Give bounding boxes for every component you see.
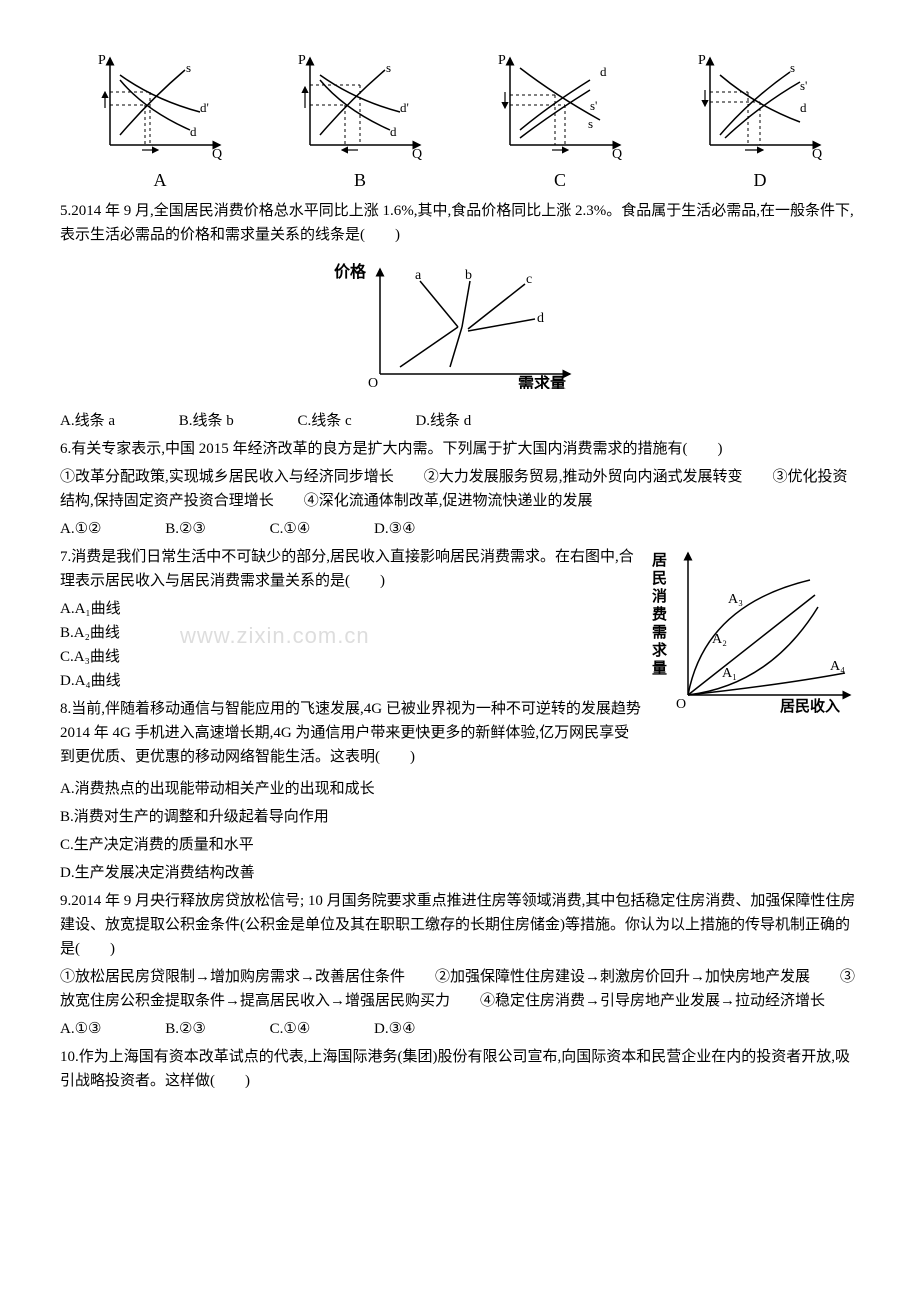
- svg-text:O: O: [676, 697, 686, 712]
- svg-text:P: P: [698, 53, 706, 68]
- q6-opt-d: D.③④: [374, 517, 415, 541]
- q5-opt-b: B.线条 b: [179, 409, 234, 433]
- diagram-d-svg: P Q s s' d: [690, 50, 830, 160]
- q7-ylabel: 居: [652, 552, 667, 569]
- q8-opt-c: C.生产决定消费的质量和水平: [60, 833, 860, 857]
- svg-text:d: d: [390, 124, 397, 139]
- q8-opt-d: D.生产发展决定消费结构改善: [60, 861, 860, 885]
- svg-text:d': d': [400, 100, 409, 115]
- diagram-letter-c: C: [490, 166, 630, 195]
- svg-text:A₁: A₁: [722, 666, 737, 681]
- diagram-d: P Q s s' d D: [690, 50, 830, 195]
- q6-opt-b: B.②③: [165, 517, 206, 541]
- svg-text:Q: Q: [812, 147, 822, 160]
- svg-text:需: 需: [652, 623, 667, 641]
- svg-text:d': d': [200, 100, 209, 115]
- q8-opt-a: A.消费热点的出现能带动相关产业的出现和成长: [60, 777, 860, 801]
- q9-opt-c: C.①④: [270, 1017, 311, 1041]
- q7-opt-c: C.A₃曲线: [60, 645, 444, 669]
- diagram-a: P Q s d' d A: [90, 50, 230, 195]
- diagram-c-svg: P Q d s' s: [490, 50, 630, 160]
- svg-text:费: 费: [652, 605, 667, 623]
- svg-text:Q: Q: [412, 147, 422, 160]
- q7-block: 居 民 消 费 需 求 量 居民收入 O A₃ A₂ A₁ A₄ 7.消费是我们…: [60, 545, 860, 693]
- q5-stem: 5.2014 年 9 月,全国居民消费价格总水平同比上涨 1.6%,其中,食品价…: [60, 199, 860, 247]
- q9-stem: 9.2014 年 9 月央行释放房贷放松信号; 10 月国务院要求重点推进住房等…: [60, 889, 860, 961]
- q5-opt-c: C.线条 c: [298, 409, 352, 433]
- q7-opt-d: D.A₄曲线: [60, 669, 444, 693]
- svg-text:d: d: [537, 311, 544, 326]
- svg-text:s: s: [386, 60, 391, 75]
- q6-stem: 6.有关专家表示,中国 2015 年经济改革的良方是扩大内需。下列属于扩大国内消…: [60, 437, 860, 461]
- q6-opt-c: C.①④: [270, 517, 311, 541]
- svg-text:P: P: [498, 53, 506, 68]
- svg-text:A₃: A₃: [728, 592, 743, 607]
- q6-options: A.①② B.②③ C.①④ D.③④: [60, 517, 860, 541]
- svg-text:s: s: [588, 116, 593, 131]
- svg-text:P: P: [298, 53, 306, 68]
- svg-text:求: 求: [652, 641, 668, 659]
- svg-text:b: b: [465, 268, 472, 283]
- svg-text:A₂: A₂: [712, 632, 727, 647]
- q6-opt-a: A.①②: [60, 517, 101, 541]
- svg-text:d: d: [800, 100, 807, 115]
- q9-opt-b: B.②③: [165, 1017, 206, 1041]
- svg-text:d: d: [600, 64, 607, 79]
- svg-text:价格: 价格: [334, 262, 367, 281]
- q7-figure: 居 民 消 费 需 求 量 居民收入 O A₃ A₂ A₁ A₄: [650, 545, 860, 723]
- svg-text:s': s': [590, 98, 597, 113]
- diagram-letter-b: B: [290, 166, 430, 195]
- q7-opt-b: B.A₂曲线: [60, 621, 444, 645]
- svg-text:c: c: [526, 272, 532, 287]
- svg-text:需求量: 需求量: [518, 374, 566, 389]
- diagram-letter-a: A: [90, 166, 230, 195]
- q9-opt-a: A.①③: [60, 1017, 101, 1041]
- q5-opt-d: D.线条 d: [415, 409, 471, 433]
- supply-demand-diagrams: P Q s d' d A P Q s d': [60, 50, 860, 195]
- svg-text:居民收入: 居民收入: [780, 697, 840, 715]
- diagram-b-svg: P Q s d' d: [290, 50, 430, 160]
- q8-opt-b: B.消费对生产的调整和升级起着导向作用: [60, 805, 860, 829]
- q10-stem: 10.作为上海国有资本改革试点的代表,上海国际港务(集团)股份有限公司宣布,向国…: [60, 1045, 860, 1093]
- svg-text:a: a: [415, 268, 422, 283]
- q7-opt-a: A.A₁曲线: [60, 597, 444, 621]
- diagram-c: P Q d s' s C: [490, 50, 630, 195]
- q5-opt-a: A.线条 a: [60, 409, 115, 433]
- svg-text:s: s: [790, 60, 795, 75]
- q5-options: A.线条 a B.线条 b C.线条 c D.线条 d: [60, 409, 860, 433]
- svg-text:s: s: [186, 60, 191, 75]
- svg-text:d: d: [190, 124, 197, 139]
- axis-p-label: P: [98, 53, 106, 68]
- svg-text:消: 消: [652, 587, 667, 605]
- q9-options: A.①③ B.②③ C.①④ D.③④: [60, 1017, 860, 1041]
- q5-figure: 价格 需求量 O a b c d: [60, 259, 860, 397]
- svg-text:民: 民: [652, 570, 667, 587]
- svg-text:量: 量: [652, 660, 667, 677]
- axis-q-label: Q: [212, 147, 222, 160]
- diagram-b: P Q s d' d B: [290, 50, 430, 195]
- svg-text:s': s': [800, 78, 807, 93]
- svg-text:A₄: A₄: [830, 659, 845, 674]
- svg-text:O: O: [368, 376, 378, 389]
- q9-items: ①放松居民房贷限制→增加购房需求→改善居住条件 ②加强保障性住房建设→刺激房价回…: [60, 965, 860, 1013]
- q6-items: ①改革分配政策,实现城乡居民收入与经济同步增长 ②大力发展服务贸易,推动外贸向内…: [60, 465, 860, 513]
- q9-opt-d: D.③④: [374, 1017, 415, 1041]
- diagram-letter-d: D: [690, 166, 830, 195]
- svg-text:Q: Q: [612, 147, 622, 160]
- diagram-a-svg: P Q s d' d: [90, 50, 230, 160]
